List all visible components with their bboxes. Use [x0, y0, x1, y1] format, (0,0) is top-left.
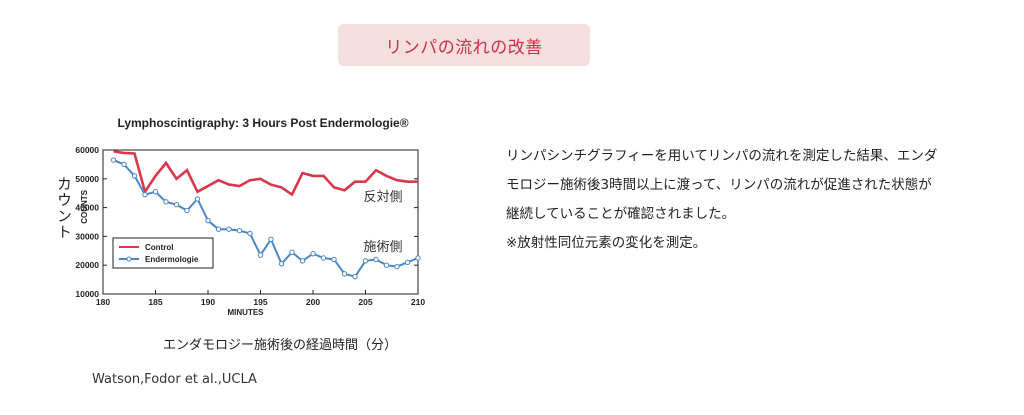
data-point [320, 255, 327, 261]
y-tick-label: 30000 [75, 231, 99, 241]
data-point [163, 199, 169, 205]
x-tick-label: 185 [148, 297, 162, 307]
y-tick-label: 50000 [75, 174, 99, 184]
data-point [236, 227, 243, 234]
x-tick-label: 200 [306, 297, 320, 307]
data-point [310, 250, 316, 257]
data-point [257, 252, 264, 258]
description-line: 継続していることが確認されました。 [506, 206, 736, 222]
data-point [404, 259, 411, 266]
x-tick-label: 195 [253, 297, 267, 307]
legend-marker [126, 256, 132, 262]
plot-frame [102, 149, 419, 295]
x-axis-label-jp: エンダモロジー施術後の経過時間（分） [162, 338, 397, 353]
x-axis-label: MINUTES [228, 308, 265, 317]
y-tick-label: 40000 [75, 203, 99, 213]
y-tick-label: 10000 [75, 289, 99, 299]
description-text: リンパシンチグラフィーを用いてリンパの流れを測定した結果、エンダ モロジー施術後… [506, 142, 976, 258]
legend-label: Control [145, 243, 173, 252]
series-line-control [113, 150, 418, 197]
data-point [341, 271, 348, 277]
x-tick-label: 205 [358, 297, 372, 307]
source-credit: Watson,Fodor et al.,UCLA [92, 372, 257, 387]
data-point [247, 230, 253, 237]
y-tick-label: 20000 [75, 260, 99, 270]
description-line: リンパシンチグラフィーを用いてリンパの流れを測定した結果、エンダ [506, 148, 938, 164]
chart-svg: 10000 20000 30000 40000 50000 60000 180 185 190 1… [75, 145, 425, 317]
data-point [215, 226, 222, 232]
data-point [121, 161, 127, 168]
x-tick-label: 190 [201, 297, 215, 307]
data-point [152, 189, 159, 195]
series-annotation: 反対側 [363, 190, 402, 205]
legend-box [112, 237, 214, 269]
data-point [184, 207, 190, 214]
y-axis-label-jp: カウント [55, 176, 73, 240]
data-point [299, 258, 306, 264]
data-point [373, 256, 379, 263]
data-point [394, 263, 400, 270]
x-tick-label: 180 [96, 297, 110, 307]
data-point [383, 262, 390, 268]
series-annotation: 施術側 [363, 240, 402, 255]
data-point [226, 226, 232, 232]
page-title-badge: リンパの流れの改善 [338, 24, 590, 66]
legend-label: Endermologie [145, 255, 199, 264]
data-point [173, 202, 180, 208]
chart-panel: Lymphoscintigraphy: 3 Hours Post Endermo… [50, 108, 440, 368]
data-point [268, 236, 274, 242]
data-point [131, 173, 138, 179]
y-tick-label: 60000 [75, 145, 99, 155]
x-tick-label: 210 [411, 297, 425, 307]
description-line: ※放射性同位元素の変化を測定。 [506, 235, 707, 251]
description-line: モロジー施術後3時間以上に渡って、リンパの流れが促進された状態が [506, 177, 932, 193]
data-point [142, 191, 148, 198]
data-point [362, 258, 369, 264]
data-point [352, 274, 358, 280]
data-point [205, 217, 211, 224]
data-point [110, 157, 117, 163]
page-title: リンパの流れの改善 [385, 37, 543, 58]
data-point [278, 261, 285, 267]
chart-title: Lymphoscintigraphy: 3 Hours Post Endermo… [117, 116, 409, 130]
data-point [289, 249, 295, 255]
data-point [331, 256, 337, 263]
data-point [194, 196, 201, 202]
data-point [415, 255, 421, 261]
